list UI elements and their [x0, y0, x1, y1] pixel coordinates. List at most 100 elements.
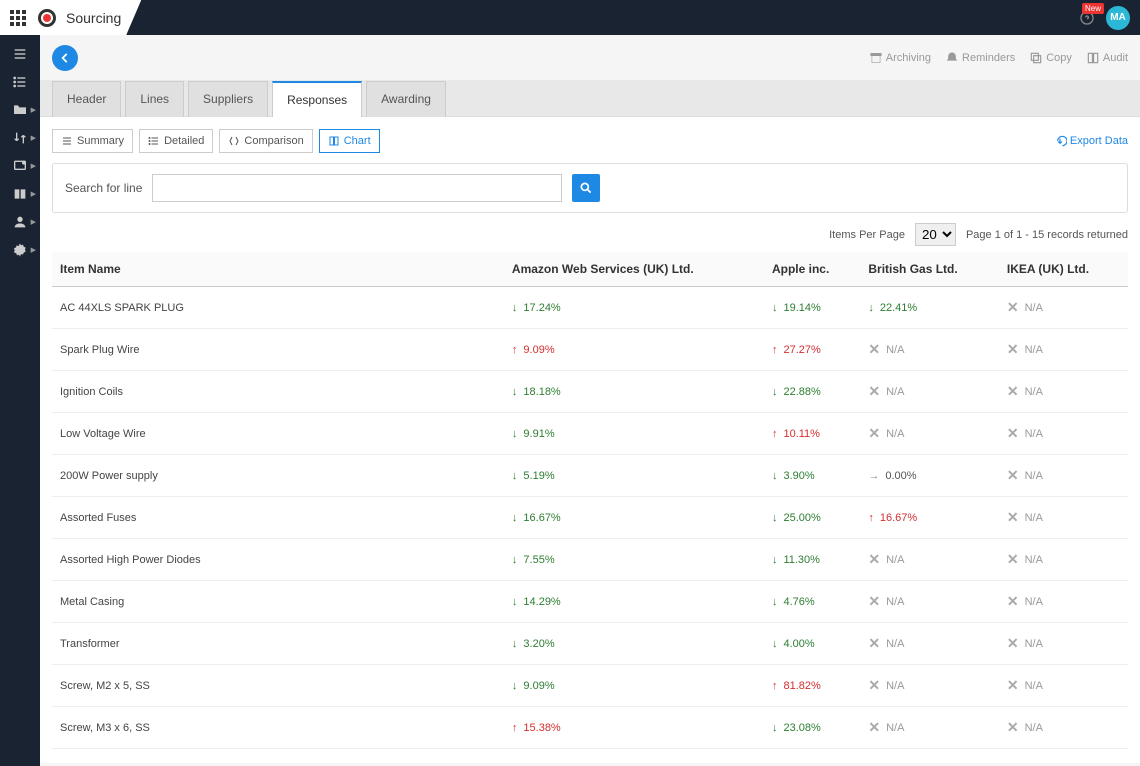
new-badge: New: [1082, 3, 1104, 14]
table-row: Assorted Fuses↓16.67%↓25.00%↑16.67%✕N/A: [52, 497, 1128, 539]
arrow-down-icon: ↓: [772, 596, 778, 608]
apps-grid-icon[interactable]: [10, 10, 26, 26]
topbar: Sourcing New MA: [0, 0, 1140, 35]
col-supplier-3: British Gas Ltd.: [860, 252, 998, 287]
x-icon: ✕: [868, 383, 880, 400]
table-row: AC 44XLS SPARK PLUG↓17.24%↓19.14%↓22.41%…: [52, 287, 1128, 329]
x-icon: ✕: [1007, 719, 1019, 736]
audit-label: Audit: [1103, 52, 1128, 64]
cell-value: 19.14%: [783, 302, 820, 314]
topbar-left: Sourcing: [0, 0, 141, 35]
device-icon[interactable]: ▶: [0, 153, 40, 179]
arrow-down-icon: ↓: [772, 386, 778, 398]
book-icon[interactable]: ▶: [0, 181, 40, 207]
arrow-up-icon: ↑: [512, 722, 518, 734]
cell-value: N/A: [1025, 638, 1043, 650]
cell-value: N/A: [1025, 344, 1043, 356]
table-row: Ignition Coils↓18.18%↓22.88%✕N/A✕N/A: [52, 371, 1128, 413]
item-name: Assorted High Power Diodes: [52, 539, 504, 581]
cell-value: 27.27%: [783, 344, 820, 356]
audit-link[interactable]: Audit: [1086, 51, 1128, 65]
cell-value: 9.09%: [523, 344, 554, 356]
cell-value: 3.90%: [783, 470, 814, 482]
actionbar: Archiving Reminders Copy Audit: [40, 35, 1140, 80]
x-icon: ✕: [1007, 425, 1019, 442]
cell-value: 25.00%: [783, 512, 820, 524]
arrow-up-icon: ↑: [868, 512, 874, 524]
cell-value: N/A: [1025, 512, 1043, 524]
x-icon: ✕: [1007, 677, 1019, 694]
x-icon: ✕: [868, 551, 880, 568]
searchbox: Search for line: [52, 163, 1128, 213]
cell-value: 4.76%: [783, 596, 814, 608]
export-data-link[interactable]: Export Data: [1053, 134, 1128, 148]
col-item: Item Name: [52, 252, 504, 287]
col-supplier-1: Amazon Web Services (UK) Ltd.: [504, 252, 764, 287]
view-chart[interactable]: Chart: [319, 129, 380, 153]
transfer-icon[interactable]: ▶: [0, 125, 40, 151]
x-icon: ✕: [1007, 299, 1019, 316]
help-icon[interactable]: New: [1076, 7, 1098, 29]
tab-responses[interactable]: Responses: [272, 81, 362, 117]
item-name: Screw, M2 x 5, SS: [52, 665, 504, 707]
menu-icon[interactable]: [0, 41, 40, 67]
item-name: 200W Power supply: [52, 455, 504, 497]
item-name: Screw, M3 x 6, SS: [52, 707, 504, 749]
cell-value: N/A: [886, 638, 904, 650]
cell-value: N/A: [1025, 302, 1043, 314]
tab-suppliers[interactable]: Suppliers: [188, 81, 268, 117]
search-button[interactable]: [572, 174, 600, 202]
item-name: Metal Casing: [52, 581, 504, 623]
items-per-page-select[interactable]: 20: [915, 223, 956, 246]
search-label: Search for line: [65, 181, 142, 195]
cell-value: N/A: [1025, 386, 1043, 398]
reminders-label: Reminders: [962, 52, 1015, 64]
reminders-link[interactable]: Reminders: [945, 51, 1015, 65]
copy-link[interactable]: Copy: [1029, 51, 1072, 65]
cell-value: N/A: [886, 680, 904, 692]
pager-status: Page 1 of 1 - 15 records returned: [966, 229, 1128, 241]
cell-value: 23.08%: [783, 722, 820, 734]
x-icon: ✕: [1007, 509, 1019, 526]
search-input[interactable]: [152, 174, 562, 202]
x-icon: ✕: [868, 719, 880, 736]
arrow-up-icon: ↑: [512, 344, 518, 356]
cell-value: N/A: [886, 386, 904, 398]
avatar[interactable]: MA: [1106, 6, 1130, 30]
x-icon: ✕: [1007, 593, 1019, 610]
cell-value: N/A: [1025, 722, 1043, 734]
item-name: Spark Plug Wire: [52, 329, 504, 371]
list-icon[interactable]: [0, 69, 40, 95]
gear-icon[interactable]: ▶: [0, 237, 40, 263]
cell-value: N/A: [1025, 428, 1043, 440]
tab-header[interactable]: Header: [52, 81, 121, 117]
x-icon: ✕: [1007, 635, 1019, 652]
cell-value: 16.67%: [880, 512, 917, 524]
back-button[interactable]: [52, 45, 78, 71]
archiving-label: Archiving: [886, 52, 931, 64]
cell-value: 0.00%: [885, 470, 916, 482]
x-icon: ✕: [1007, 551, 1019, 568]
arrow-down-icon: ↓: [772, 638, 778, 650]
item-name: Low Voltage Wire: [52, 413, 504, 455]
table-row: 4.0 mhZ Fixed oscillator↓7.69%↓11.54%↓13…: [52, 749, 1128, 764]
cell-value: 16.67%: [523, 512, 560, 524]
table-row: Low Voltage Wire↓9.91%↑10.11%✕N/A✕N/A: [52, 413, 1128, 455]
item-name: Transformer: [52, 623, 504, 665]
tab-awarding[interactable]: Awarding: [366, 81, 446, 117]
cell-value: N/A: [1025, 470, 1043, 482]
table-row: Screw, M3 x 6, SS↑15.38%↓23.08%✕N/A✕N/A: [52, 707, 1128, 749]
x-icon: ✕: [868, 593, 880, 610]
arrow-down-icon: ↓: [512, 302, 518, 314]
item-name: 4.0 mhZ Fixed oscillator: [52, 749, 504, 764]
tab-lines[interactable]: Lines: [125, 81, 184, 117]
archiving-link[interactable]: Archiving: [869, 51, 931, 65]
user-icon[interactable]: ▶: [0, 209, 40, 235]
view-summary[interactable]: Summary: [52, 129, 133, 153]
cell-value: N/A: [886, 344, 904, 356]
arrow-down-icon: ↓: [512, 596, 518, 608]
folder-icon[interactable]: ▶: [0, 97, 40, 123]
view-detailed[interactable]: Detailed: [139, 129, 213, 153]
cell-value: 18.18%: [523, 386, 560, 398]
view-comparison[interactable]: Comparison: [219, 129, 312, 153]
